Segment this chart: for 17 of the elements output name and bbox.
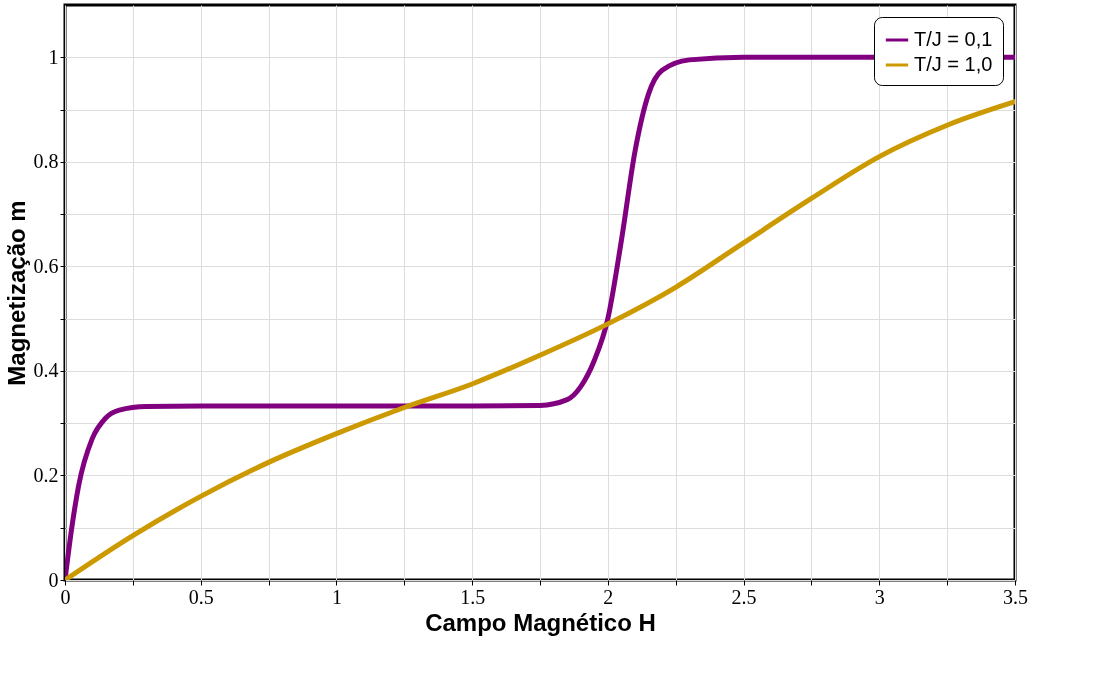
y-tick-label: 0.6 <box>33 254 59 277</box>
y-tick-label: 0.2 <box>33 463 59 486</box>
legend-label: T/J = 0,1 <box>914 28 993 50</box>
y-tick-label: 1 <box>48 45 59 68</box>
x-tick-label: 3 <box>874 585 885 608</box>
x-tick-label: 1 <box>331 585 342 608</box>
y-tick-label: 0.8 <box>33 150 59 173</box>
x-axis-title: Campo Magnético H <box>425 608 656 636</box>
x-tick-label: 2.5 <box>731 585 757 608</box>
legend-label: T/J = 1,0 <box>914 53 993 75</box>
x-tick-label: 2 <box>603 585 614 608</box>
x-tick-label: 3.5 <box>1003 585 1028 608</box>
y-axis-title: Magnetização m <box>2 200 30 386</box>
y-tick-label: 0.4 <box>33 359 59 382</box>
x-tick-label: 1.5 <box>460 585 486 608</box>
x-tick-label: 0.5 <box>188 585 214 608</box>
y-tick-label: 0 <box>48 568 59 591</box>
